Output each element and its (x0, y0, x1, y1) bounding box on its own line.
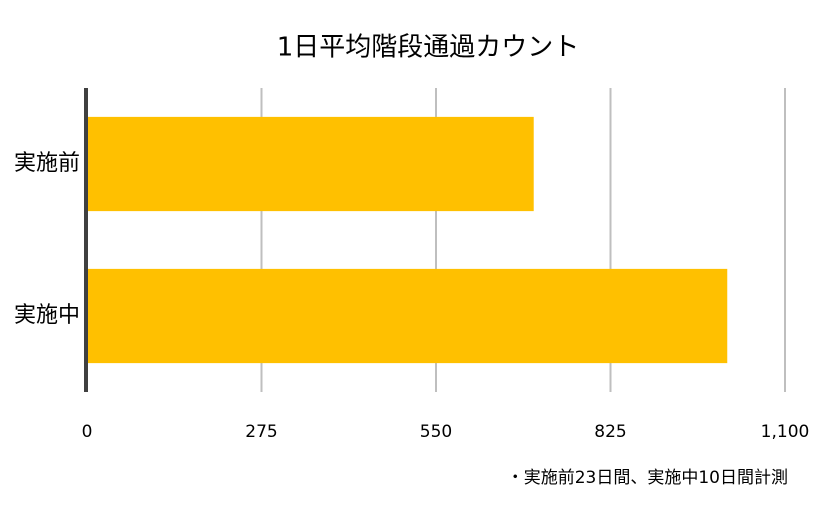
x-tick-label: 275 (245, 422, 277, 442)
bar (87, 268, 728, 364)
x-tick-label: 0 (82, 422, 93, 442)
annotation: ・実施前23日間、実施中10日間計測 (507, 468, 788, 488)
bar (87, 116, 534, 212)
x-tick-label: 1,100 (761, 422, 810, 442)
y-tick-label: 実施中 (14, 303, 80, 328)
y-tick-label: 実施前 (14, 151, 80, 176)
chart-title: 1日平均階段通過カウント (277, 33, 580, 63)
x-tick-label: 825 (594, 422, 626, 442)
x-tick-label: 550 (420, 422, 452, 442)
